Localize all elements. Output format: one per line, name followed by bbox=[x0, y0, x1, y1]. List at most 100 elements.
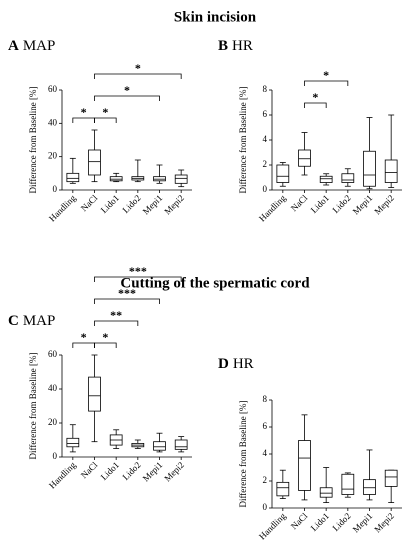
box bbox=[66, 437, 80, 448]
panel-title: HR bbox=[232, 38, 253, 54]
y-axis-label: Difference from Baseline [%] bbox=[28, 352, 38, 459]
panel-letter: B bbox=[218, 38, 228, 54]
x-tick-label: Mepi2 bbox=[162, 193, 186, 217]
box bbox=[298, 440, 311, 491]
y-tick-label: 4 bbox=[263, 134, 268, 144]
box bbox=[276, 164, 290, 183]
panel-letter: D bbox=[218, 356, 229, 372]
y-tick-label: 40 bbox=[48, 383, 58, 393]
x-tick-label: Lido2 bbox=[120, 193, 142, 215]
significance-bracket bbox=[94, 342, 117, 348]
box bbox=[174, 174, 188, 184]
y-tick-label: 6 bbox=[263, 421, 268, 431]
y-axis-label: Difference from Baseline [%] bbox=[238, 400, 248, 507]
y-tick-label: 0 bbox=[53, 184, 58, 194]
significance-label: * bbox=[312, 90, 318, 104]
box bbox=[363, 150, 376, 187]
significance-bracket bbox=[94, 276, 182, 282]
panel-title: MAP bbox=[23, 313, 56, 329]
y-tick-label: 0 bbox=[263, 184, 268, 194]
y-tick-label: 20 bbox=[48, 417, 58, 427]
x-tick-label: NaCl bbox=[289, 510, 310, 531]
y-tick-label: 8 bbox=[263, 394, 268, 404]
panel-label: D HR bbox=[218, 356, 254, 372]
panel-label: B HR bbox=[218, 38, 253, 54]
box bbox=[319, 175, 333, 183]
x-tick-label: Mepi2 bbox=[372, 511, 396, 535]
y-tick-label: 2 bbox=[263, 159, 268, 169]
x-tick-label: Handling bbox=[257, 192, 288, 223]
panel-letter: C bbox=[8, 313, 19, 329]
significance-label: * bbox=[81, 105, 87, 119]
significance-label: * bbox=[323, 68, 329, 82]
panel-label: C MAP bbox=[8, 313, 55, 329]
box bbox=[109, 176, 123, 182]
box bbox=[153, 176, 166, 182]
x-tick-label: Lido2 bbox=[330, 193, 352, 215]
panel-letter: A bbox=[8, 38, 19, 54]
x-tick-label: Mepi2 bbox=[162, 460, 186, 484]
significance-bracket bbox=[72, 117, 95, 123]
y-axis-label: Difference from Baseline [%] bbox=[238, 86, 248, 193]
x-tick-label: Lido2 bbox=[120, 460, 142, 482]
x-tick-label: Lido2 bbox=[330, 511, 352, 533]
y-tick-label: 60 bbox=[48, 349, 58, 359]
x-tick-label: Handling bbox=[47, 459, 78, 490]
box bbox=[276, 481, 290, 497]
box bbox=[88, 149, 101, 176]
significance-bracket bbox=[94, 117, 117, 123]
x-tick-label: Handling bbox=[257, 510, 288, 541]
x-tick-label: Mepi1 bbox=[351, 511, 375, 535]
section-title: Skin incision bbox=[174, 9, 257, 25]
y-axis-label: Difference from Baseline [%] bbox=[28, 86, 38, 193]
x-tick-label: Lido1 bbox=[309, 193, 331, 215]
significance-bracket bbox=[94, 73, 182, 79]
y-tick-label: 60 bbox=[48, 84, 58, 94]
box bbox=[88, 376, 101, 412]
significance-bracket bbox=[94, 320, 139, 326]
box bbox=[341, 473, 355, 495]
significance-bracket bbox=[72, 342, 95, 348]
section-title: Cutting of the spermatic cord bbox=[120, 275, 310, 291]
y-tick-label: 2 bbox=[263, 475, 268, 485]
x-tick-label: Lido1 bbox=[309, 511, 331, 533]
y-tick-label: 40 bbox=[48, 117, 58, 127]
panel-label: A MAP bbox=[8, 38, 55, 54]
box bbox=[153, 441, 166, 451]
significance-label: *** bbox=[118, 286, 136, 300]
x-tick-label: Mepi1 bbox=[141, 193, 165, 217]
box bbox=[174, 439, 188, 450]
significance-label: * bbox=[135, 61, 141, 75]
panel-title: MAP bbox=[23, 38, 56, 54]
x-tick-label: Lido1 bbox=[99, 460, 121, 482]
y-tick-label: 6 bbox=[263, 109, 268, 119]
x-tick-label: Mepi1 bbox=[351, 193, 375, 217]
x-tick-label: NaCl bbox=[79, 192, 100, 213]
y-tick-label: 20 bbox=[48, 151, 58, 161]
significance-bracket bbox=[94, 95, 160, 101]
significance-label: ** bbox=[110, 308, 122, 322]
y-tick-label: 8 bbox=[263, 84, 268, 94]
x-tick-label: Handling bbox=[47, 192, 78, 223]
panel-title: HR bbox=[233, 356, 254, 372]
box bbox=[319, 487, 333, 498]
x-tick-label: Lido1 bbox=[99, 193, 121, 215]
x-tick-label: Mepi2 bbox=[372, 193, 396, 217]
y-tick-label: 4 bbox=[263, 448, 268, 458]
x-tick-label: Mepi1 bbox=[141, 460, 165, 484]
box bbox=[298, 149, 311, 167]
significance-label: * bbox=[81, 330, 87, 344]
x-tick-label: NaCl bbox=[289, 192, 310, 213]
box bbox=[341, 173, 355, 183]
y-tick-label: 0 bbox=[53, 451, 58, 461]
box bbox=[363, 479, 376, 495]
x-tick-label: NaCl bbox=[79, 459, 100, 480]
box bbox=[66, 172, 80, 183]
significance-bracket bbox=[304, 80, 349, 86]
significance-bracket bbox=[304, 102, 327, 108]
significance-label: * bbox=[124, 83, 130, 97]
y-tick-label: 0 bbox=[263, 502, 268, 512]
significance-label: * bbox=[102, 330, 108, 344]
box bbox=[384, 469, 398, 487]
